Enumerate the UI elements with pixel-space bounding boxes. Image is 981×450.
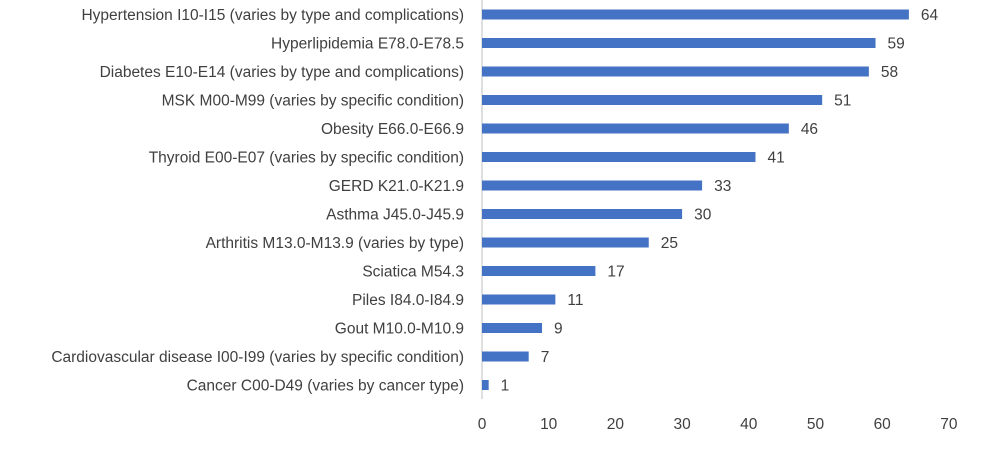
x-tick-label-3: 30 (673, 416, 691, 433)
category-label-9: Sciatica M54.3 (362, 264, 464, 281)
bar-4 (482, 123, 789, 134)
value-label-12: 7 (541, 349, 550, 366)
category-label-4: Obesity E66.0-E66.9 (321, 121, 464, 138)
bar-9 (482, 266, 596, 276)
x-tick-labels-group: 0 10 20 30 40 50 60 70 (478, 416, 958, 433)
x-tick-label-4: 40 (740, 416, 758, 433)
category-label-2: Diabetes E10-E14 (varies by type and com… (100, 64, 464, 81)
category-labels-group: Hypertension I10-I15 (varies by type and… (51, 7, 464, 395)
x-tick-label-6: 60 (874, 416, 892, 433)
x-tick-label-1: 10 (540, 416, 558, 433)
x-tick-label-7: 70 (940, 416, 958, 433)
bars-group (482, 9, 909, 390)
value-label-13: 1 (501, 378, 510, 395)
category-label-3: MSK M00-M99 (varies by specific conditio… (162, 93, 464, 110)
value-label-7: 30 (694, 207, 712, 224)
bar-0 (482, 9, 909, 20)
category-label-0: Hypertension I10-I15 (varies by type and… (81, 7, 464, 24)
bar-8 (482, 237, 649, 248)
category-label-12: Cardiovascular disease I00-I99 (varies b… (51, 349, 464, 366)
x-tick-label-5: 50 (807, 416, 825, 433)
value-label-2: 58 (881, 64, 898, 81)
value-label-8: 25 (661, 235, 678, 252)
value-label-11: 9 (554, 321, 563, 338)
bar-11 (482, 323, 543, 333)
category-label-8: Arthritis M13.0-M13.9 (varies by type) (206, 235, 464, 252)
value-label-10: 11 (567, 292, 583, 309)
bar-10 (482, 294, 556, 305)
value-label-3: 51 (834, 93, 851, 110)
bar-3 (482, 95, 823, 105)
bar-5 (482, 152, 756, 162)
category-label-13: Cancer C00-D49 (varies by cancer type) (187, 378, 464, 395)
value-label-5: 41 (767, 150, 784, 167)
bar-2 (482, 66, 869, 77)
category-label-5: Thyroid E00-E07 (varies by specific cond… (149, 150, 464, 167)
bar-12 (482, 351, 529, 362)
value-label-9: 17 (607, 264, 624, 281)
value-label-6: 33 (714, 178, 731, 195)
bar-13 (482, 380, 489, 390)
category-label-10: Piles I84.0-I84.9 (352, 292, 464, 309)
value-label-4: 46 (801, 121, 818, 138)
bar-7 (482, 209, 683, 219)
value-label-0: 64 (921, 7, 939, 24)
bar-1 (482, 38, 876, 48)
bar-6 (482, 180, 703, 191)
category-label-6: GERD K21.0-K21.9 (329, 178, 464, 195)
category-label-7: Asthma J45.0-J45.9 (326, 207, 464, 224)
x-tick-label-0: 0 (478, 416, 487, 433)
value-label-1: 59 (888, 36, 905, 53)
category-label-11: Gout M10.0-M10.9 (335, 321, 464, 338)
x-tick-label-2: 20 (607, 416, 625, 433)
category-label-1: Hyperlipidemia E78.0-E78.5 (271, 36, 464, 53)
